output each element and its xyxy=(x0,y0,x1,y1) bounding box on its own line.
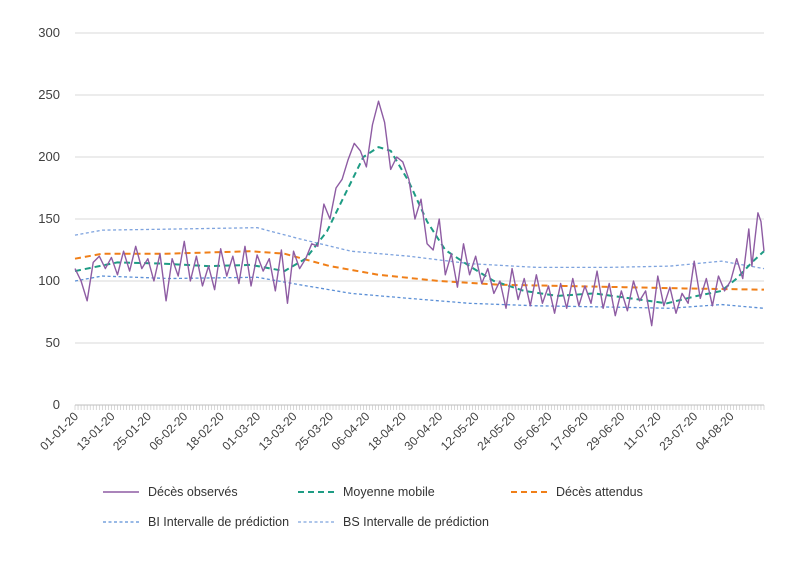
y-tick-label: 300 xyxy=(38,25,60,40)
y-tick-label: 50 xyxy=(46,335,60,350)
y-tick-label: 200 xyxy=(38,149,60,164)
legend-label-0: Décès observés xyxy=(148,485,238,499)
x-tick-label: 13-01-20 xyxy=(74,409,118,453)
x-tick-label: 04-08-20 xyxy=(693,409,737,453)
x-tick-label: 01-03-20 xyxy=(219,409,263,453)
series-line-0 xyxy=(74,100,765,327)
y-tick-label: 0 xyxy=(53,397,60,412)
x-tick-label: 01-01-20 xyxy=(37,409,81,453)
x-tick-label: 24-05-20 xyxy=(474,409,518,453)
x-tick-label: 25-03-20 xyxy=(292,409,336,453)
x-tick-label: 30-04-20 xyxy=(401,409,445,453)
x-tick-label: 23-07-20 xyxy=(656,409,700,453)
x-tick-label: 06-02-20 xyxy=(147,409,191,453)
x-tick-label: 12-05-20 xyxy=(438,409,482,453)
x-tick-label: 05-06-20 xyxy=(511,409,555,453)
series-line-4 xyxy=(74,227,765,270)
x-axis-minor-ticks xyxy=(74,405,765,410)
y-axis-ticks: 0 50 100 150 200 250 300 xyxy=(38,25,60,412)
x-tick-label: 18-02-20 xyxy=(183,409,227,453)
x-tick-label: 29-06-20 xyxy=(584,409,628,453)
legend-label-3: BI Intervalle de prédiction xyxy=(148,515,289,529)
legend: Décès observés Moyenne mobile Décès attend… xyxy=(103,485,643,529)
y-tick-label: 250 xyxy=(38,87,60,102)
x-tick-label: 25-01-20 xyxy=(110,409,154,453)
y-tick-label: 100 xyxy=(38,273,60,288)
series-line-1 xyxy=(74,146,765,305)
y-tick-label: 150 xyxy=(38,211,60,226)
series-line-2 xyxy=(74,250,765,291)
x-tick-label: 18-04-20 xyxy=(365,409,409,453)
x-tick-label: 13-03-20 xyxy=(256,409,300,453)
x-tick-label: 17-06-20 xyxy=(547,409,591,453)
x-tick-label: 06-04-20 xyxy=(329,409,373,453)
gridlines xyxy=(75,32,764,344)
legend-label-2: Décès attendus xyxy=(556,485,643,499)
legend-label-1: Moyenne mobile xyxy=(343,485,435,499)
legend-label-4: BS Intervalle de prédiction xyxy=(343,515,489,529)
x-tick-label: 11-07-20 xyxy=(621,409,664,452)
x-axis: 01-01-2013-01-2025-01-2006-02-2018-02-20… xyxy=(37,404,765,453)
series-lines xyxy=(74,100,765,327)
